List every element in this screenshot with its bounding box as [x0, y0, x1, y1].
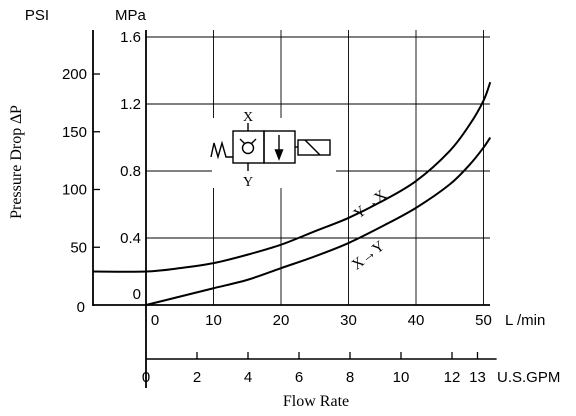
- mpa-tick-label: 0.4: [120, 230, 141, 247]
- port-label-y: Y: [243, 175, 253, 190]
- chart-series: [92, 81, 492, 306]
- chart-axes: [92, 30, 497, 388]
- chart-grid: [146, 30, 490, 305]
- mpa-tick-label: 1.6: [120, 29, 141, 46]
- check-valve-ball-icon: [241, 141, 255, 155]
- primary-y-unit: MPa: [115, 7, 147, 24]
- secondary-x-unit: U.S.GPM: [497, 369, 560, 386]
- psi-tick-label: 100: [62, 182, 87, 199]
- gpm-tick-label: 13: [469, 369, 486, 386]
- x-axis-title: Flow Rate: [283, 393, 349, 410]
- gpm-tick-label: 10: [393, 369, 410, 386]
- spring-icon: [210, 140, 233, 160]
- series-line-x-to-y: [145, 136, 492, 306]
- gpm-tick-label: 0: [142, 369, 150, 386]
- mpa-tick-label: 1.2: [120, 96, 141, 113]
- flow-tick-label: 0: [151, 312, 159, 329]
- series-label-x-to-y: X→Y: [349, 238, 388, 273]
- gpm-tick-label: 8: [346, 369, 354, 386]
- series-label-y-to-x: Y→X: [351, 187, 390, 222]
- valve-symbol: [210, 118, 336, 188]
- psi-tick-label: 200: [62, 66, 87, 83]
- flow-arrow-head-icon: [274, 149, 284, 161]
- series-line-y-to-x: [92, 81, 492, 273]
- secondary-y-unit: PSI: [25, 7, 49, 24]
- primary-x-unit: L /min: [505, 312, 545, 329]
- gpm-tick-label: 12: [444, 369, 461, 386]
- y-axis-title: Pressure Drop ∆P: [8, 105, 25, 219]
- solenoid-icon: [297, 139, 331, 156]
- port-label-x: X: [243, 110, 253, 125]
- psi-tick-label: 150: [62, 124, 87, 141]
- gpm-tick-label: 4: [244, 369, 252, 386]
- mpa-tick-label: 0: [133, 286, 141, 303]
- flow-tick-label: 30: [340, 312, 357, 329]
- flow-tick-label: 10: [205, 312, 222, 329]
- gpm-tick-label: 2: [193, 369, 201, 386]
- gpm-tick-label: 6: [295, 369, 303, 386]
- mpa-tick-label: 0.8: [120, 163, 141, 180]
- psi-tick-label: 50: [70, 239, 87, 256]
- flow-tick-label: 40: [408, 312, 425, 329]
- flow-tick-label: 50: [475, 312, 492, 329]
- psi-tick-label: 0: [77, 299, 85, 316]
- solenoid-diagonal: [304, 139, 321, 156]
- flow-tick-label: 20: [273, 312, 290, 329]
